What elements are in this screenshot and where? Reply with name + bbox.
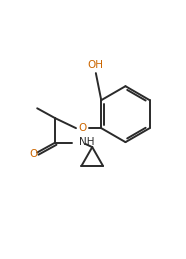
Text: NH: NH bbox=[79, 137, 94, 147]
Text: OH: OH bbox=[88, 60, 104, 70]
Text: O: O bbox=[78, 123, 86, 133]
Text: O: O bbox=[29, 149, 37, 159]
